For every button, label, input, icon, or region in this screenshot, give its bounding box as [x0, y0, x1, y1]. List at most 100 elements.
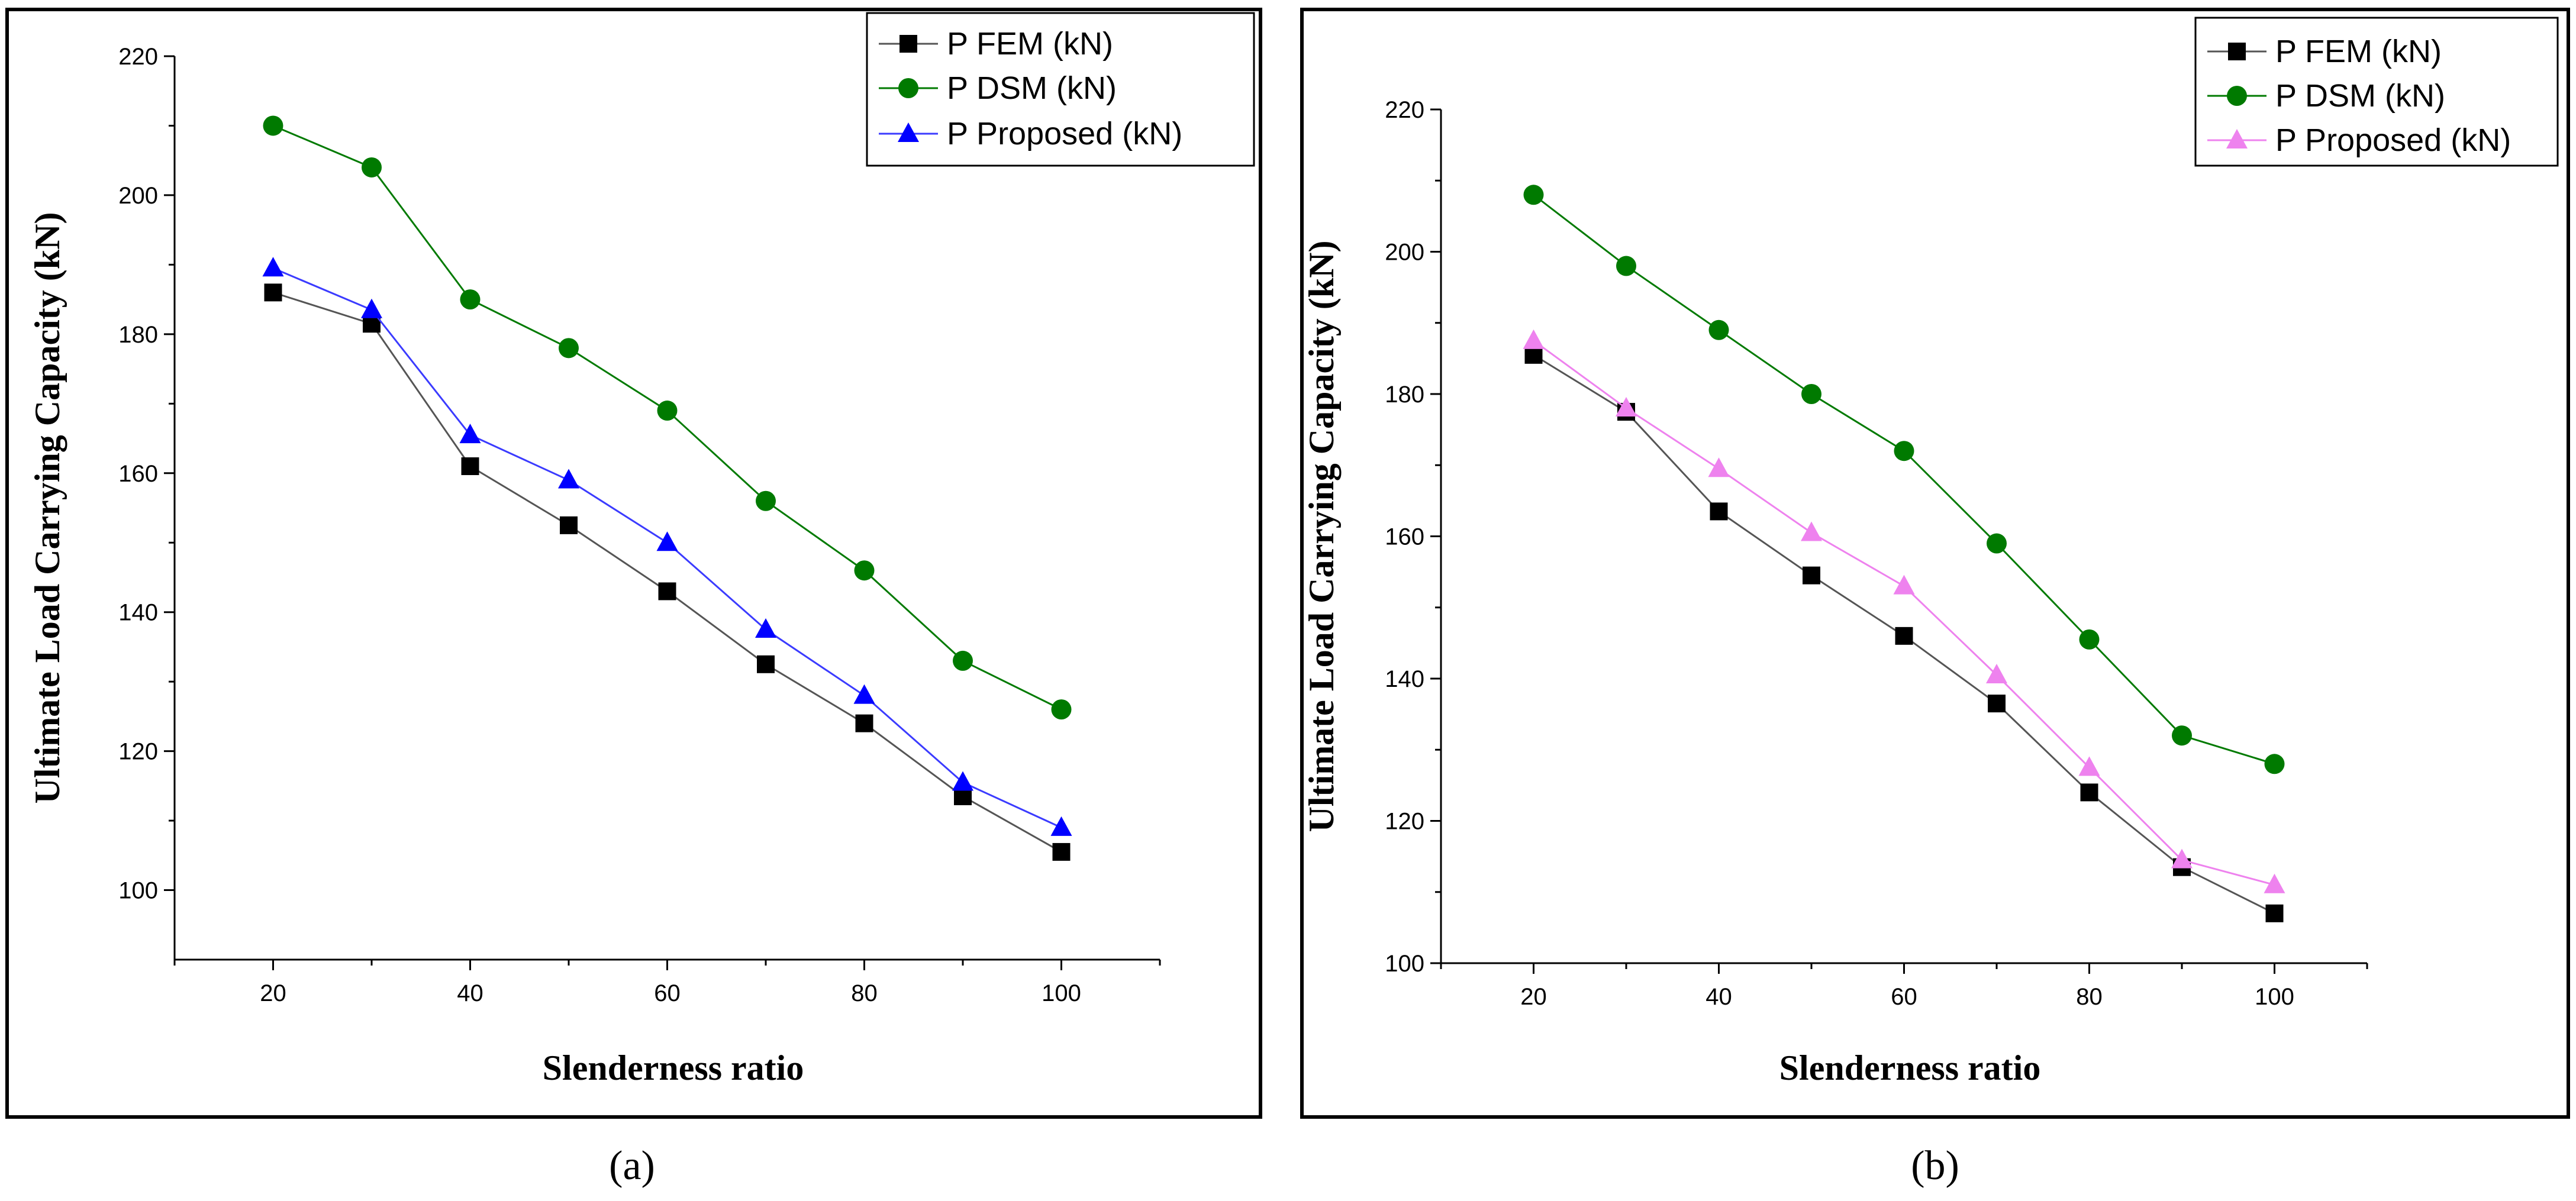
y-tick-label: 120: [1385, 809, 1424, 835]
y-tick-label: 180: [118, 322, 158, 348]
data-point: [1803, 566, 1820, 585]
x-tick-label: 60: [1891, 984, 1917, 1010]
panel-a-label: (a): [609, 1143, 655, 1189]
legend-entry: P DSM (kN): [2275, 78, 2445, 114]
data-point: [1708, 457, 1730, 477]
data-point: [2079, 629, 2100, 650]
data-point: [1801, 521, 1822, 541]
data-point: [1895, 627, 1913, 645]
data-point: [656, 531, 678, 551]
data-point: [263, 115, 283, 136]
data-point: [658, 582, 676, 600]
data-point: [1988, 695, 2006, 713]
legend-entry: P Proposed (kN): [2275, 122, 2511, 158]
data-point: [1986, 663, 2007, 683]
data-point: [1893, 574, 1915, 595]
y-tick-label: 200: [1385, 240, 1424, 266]
data-point: [2080, 783, 2098, 802]
data-point: [1616, 256, 1636, 276]
panel-b-frame: [1300, 8, 2570, 1119]
data-point: [558, 469, 579, 489]
data-point: [560, 516, 578, 534]
x-tick-label: 80: [851, 980, 878, 1006]
x-axis-title: Slenderness ratio: [543, 1048, 804, 1087]
series-line: [273, 291, 1062, 853]
y-tick-label: 140: [1385, 666, 1424, 692]
legend-entry: P FEM (kN): [947, 26, 1113, 62]
data-point: [1616, 397, 1637, 417]
legend-marker: [899, 35, 917, 53]
data-point: [755, 618, 776, 638]
data-point: [854, 560, 875, 581]
data-point: [2264, 873, 2285, 893]
panel-a-plot: 100 120 140 160 180 200 220 20 40 60 80 100 Slendern…: [28, 12, 1255, 1087]
panel-a-frame: [5, 8, 1262, 1119]
data-point: [2172, 725, 2192, 746]
x-tick-label: 40: [457, 980, 483, 1006]
x-axis-title: Slenderness ratio: [1779, 1048, 2041, 1087]
data-point: [953, 650, 973, 671]
y-axis-title: Ultimate Load Carrying Capacity (kN): [28, 212, 67, 804]
data-point: [1710, 502, 1728, 521]
data-point: [1524, 346, 1543, 364]
data-point: [2264, 754, 2285, 774]
data-point: [952, 771, 973, 791]
data-point: [559, 338, 579, 359]
data-point: [855, 714, 873, 732]
x-tick-label: 20: [260, 980, 286, 1006]
legend-marker: [2227, 86, 2247, 106]
x-tick-label: 60: [654, 980, 681, 1006]
legend-marker: [898, 78, 918, 98]
data-point: [1523, 185, 1544, 205]
data-point: [362, 157, 382, 177]
series-line: [1533, 340, 2275, 886]
data-point: [361, 298, 382, 318]
data-point: [1708, 319, 1729, 340]
data-point: [1050, 816, 1072, 836]
panel-b-plot: 100 120 140 160 180 200 220 20 40 60 80 100 Slendern…: [1302, 17, 2559, 1087]
data-point: [461, 457, 479, 476]
y-tick-label: 160: [118, 461, 158, 487]
data-point: [459, 424, 481, 444]
data-point: [657, 401, 678, 421]
data-point: [1894, 441, 1914, 461]
data-point: [1523, 329, 1545, 349]
data-point: [853, 684, 875, 704]
panel-b-label: (b): [1911, 1143, 1959, 1189]
y-tick-label: 180: [1385, 382, 1424, 408]
data-point: [264, 283, 282, 302]
y-tick-label: 220: [1385, 97, 1424, 123]
data-point: [1051, 699, 1072, 720]
data-point: [757, 655, 775, 673]
y-tick-label: 160: [1385, 524, 1424, 550]
data-point: [1052, 842, 1071, 861]
legend-marker: [898, 122, 919, 142]
data-point: [1987, 533, 2007, 554]
legend-entry: P Proposed (kN): [947, 116, 1182, 151]
legend-box: [866, 12, 1255, 167]
x-tick-label: 40: [1705, 984, 1732, 1010]
x-tick-label: 20: [1520, 984, 1547, 1010]
data-point: [1801, 384, 1821, 404]
data-point: [460, 289, 481, 310]
legend-marker: [2228, 43, 2246, 60]
data-point: [2265, 904, 2284, 922]
y-tick-label: 120: [118, 739, 158, 765]
x-tick-label: 100: [1042, 980, 1081, 1006]
y-tick-label: 220: [118, 44, 158, 70]
legend-entry: P DSM (kN): [947, 70, 1117, 106]
y-axis-title: Ultimate Load Carrying Capacity (kN): [1302, 241, 1341, 832]
x-tick-label: 80: [2076, 984, 2103, 1010]
legend-entry: P FEM (kN): [2275, 34, 2442, 69]
data-point: [2078, 756, 2100, 776]
data-point: [2171, 848, 2193, 869]
x-tick-label: 100: [2255, 984, 2294, 1010]
y-tick-label: 140: [118, 600, 158, 626]
legend-marker: [2226, 129, 2248, 148]
data-point: [756, 490, 776, 511]
y-tick-label: 100: [1385, 951, 1424, 977]
series-line: [1533, 194, 2275, 765]
y-tick-label: 200: [118, 183, 158, 209]
y-tick-label: 100: [118, 878, 158, 904]
